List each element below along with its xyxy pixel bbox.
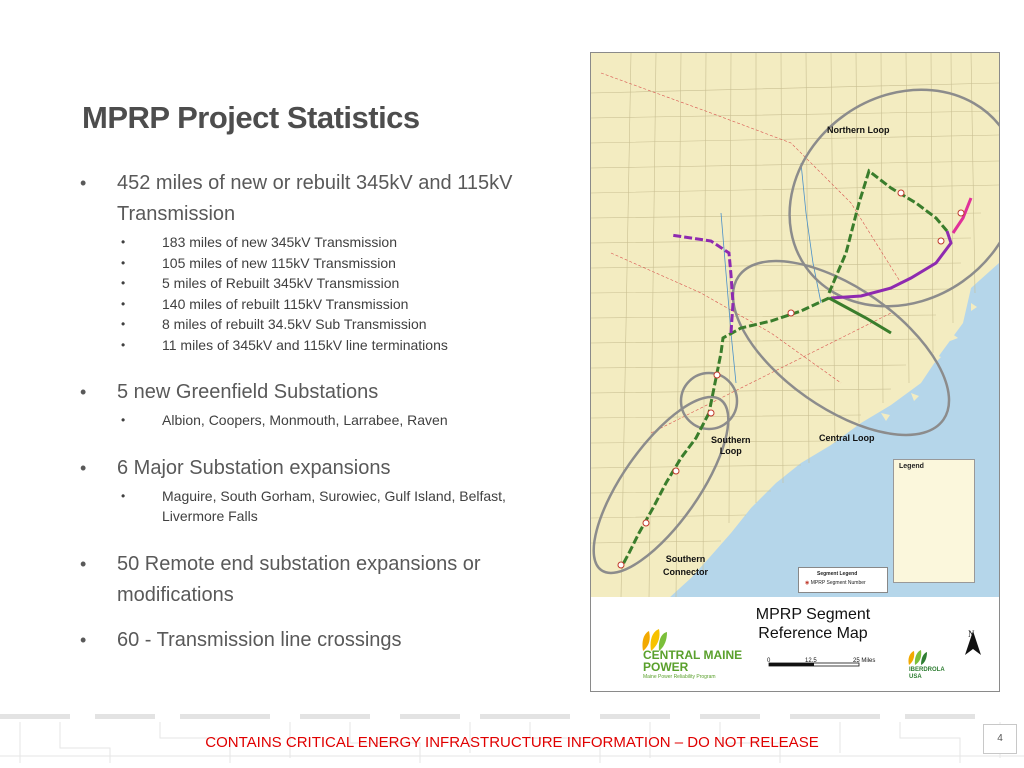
sub-bullet-item: • 105 miles of new 115kV Transmission: [117, 253, 560, 274]
bullet-icon: •: [121, 413, 126, 427]
confidential-footer: CONTAINS CRITICAL ENERGY INFRASTRUCTURE …: [205, 734, 819, 751]
sub-bullet-list: • Maguire, South Gorham, Surowiec, Gulf I…: [117, 486, 560, 527]
sub-bullet-item: • 140 miles of rebuilt 115kV Transmission: [117, 294, 560, 315]
scale-bar-labels: 0 12.5 25 Miles: [767, 658, 887, 668]
map-title: MPRP Segment Reference Map: [755, 606, 871, 642]
segment-legend-title: Segment Legend: [817, 571, 858, 577]
bullet-icon: •: [121, 235, 126, 249]
bullet-icon: •: [121, 296, 126, 311]
bullet-icon: •: [80, 173, 87, 193]
sub-bullet-item: • 183 miles of new 345kV Transmission: [117, 232, 560, 253]
slide-title: MPRP Project Statistics: [82, 100, 420, 135]
northern-loop-label: Northern Loop: [827, 125, 890, 135]
segment-legend-row: ◉ MPRP Segment Number: [805, 580, 866, 586]
southern-connector-label: Southern Connector: [663, 554, 708, 577]
sub-bullet-list: • Albion, Coopers, Monmouth, Larrabee, Ra…: [117, 410, 560, 431]
segment-reference-map: Northern Loop Central Loop Southern Loop…: [590, 52, 1000, 692]
sub-bullet-item: • Albion, Coopers, Monmouth, Larrabee, Ra…: [117, 410, 560, 431]
sub-bullet-item: • 8 miles of rebuilt 34.5kV Sub Transmiss…: [117, 314, 560, 335]
footer-decoration: [0, 714, 1024, 763]
bullet-icon: •: [121, 317, 126, 331]
scale-label-25: 25 Miles: [853, 658, 876, 664]
sub-bullet-text: 105 miles of new 115kV Transmission: [162, 254, 396, 271]
bullet-text: 452 miles of new or rebuilt 345kV and 11…: [117, 172, 513, 225]
bullet-item: • 60 - Transmission line crossings: [80, 625, 560, 656]
bullet-item: • 452 miles of new or rebuilt 345kV and …: [80, 168, 560, 355]
bullet-icon: •: [121, 488, 126, 503]
segment-marker-icon: ◉: [805, 580, 810, 586]
bullet-text: 5 new Greenfield Substations: [117, 381, 379, 403]
bullet-icon: •: [121, 337, 126, 352]
company-tagline: Maine Power Reliability Program: [643, 674, 716, 680]
sub-bullet-list: • 183 miles of new 345kV Transmission • 10…: [117, 232, 560, 355]
bullet-item: • 50 Remote end substation expansions or…: [80, 549, 560, 611]
sub-bullet-item: • 11 miles of 345kV and 115kV line termin…: [117, 335, 560, 356]
bullet-item: • 6 Major Substation expansions • Maguire…: [80, 453, 560, 527]
bullet-icon: •: [80, 629, 87, 650]
bullet-text: 60 - Transmission line crossings: [117, 628, 402, 651]
scale-label-12-5: 12.5: [805, 658, 817, 664]
sub-bullet-text: 11 miles of 345kV and 115kV line termina…: [162, 336, 448, 353]
company-name: CENTRAL MAINE POWER: [643, 648, 743, 674]
sub-bullet-item: • 5 miles of Rebuilt 345kV Transmission: [117, 273, 560, 294]
sub-bullet-text: Albion, Coopers, Monmouth, Larrabee, Rav…: [162, 412, 448, 428]
bullet-text: 6 Major Substation expansions: [117, 456, 391, 479]
sub-bullet-text: 8 miles of rebuilt 34.5kV Sub Transmissi…: [162, 316, 427, 332]
sub-bullet-text: 140 miles of rebuilt 115kV Transmission: [162, 295, 409, 312]
bullet-item: • 5 new Greenfield Substations • Albion, …: [80, 377, 560, 431]
map-legend: Legend: [893, 459, 975, 583]
bullet-icon: •: [80, 553, 87, 574]
sub-bullet-text: 183 miles of new 345kV Transmission: [162, 234, 397, 250]
sub-bullet-text: Maguire, South Gorham, Surowiec, Gulf Is…: [162, 487, 506, 525]
bullet-list: • 452 miles of new or rebuilt 345kV and …: [80, 168, 560, 656]
segment-legend: Segment Legend ◉ MPRP Segment Number: [798, 567, 888, 593]
bullet-icon: •: [121, 276, 126, 290]
page-number: 4: [983, 724, 1017, 754]
southern-loop-label: Southern Loop: [711, 435, 751, 456]
bullet-icon: •: [80, 382, 87, 402]
scale-label-0: 0: [767, 658, 771, 664]
bullet-icon: •: [80, 457, 87, 478]
segment-legend-text: MPRP Segment Number: [810, 580, 866, 586]
north-label: N: [968, 629, 975, 639]
sub-bullet-item: • Maguire, South Gorham, Surowiec, Gulf I…: [117, 486, 560, 527]
legend-title: Legend: [899, 463, 924, 470]
central-loop-label: Central Loop: [819, 433, 875, 443]
bullet-icon: •: [121, 255, 126, 270]
map-graphic: [591, 53, 999, 673]
bullet-text: 50 Remote end substation expansions or m…: [117, 552, 481, 606]
sub-bullet-text: 5 miles of Rebuilt 345kV Transmission: [162, 275, 400, 291]
partner-logo-text: IBERDROLA USA: [909, 667, 945, 680]
